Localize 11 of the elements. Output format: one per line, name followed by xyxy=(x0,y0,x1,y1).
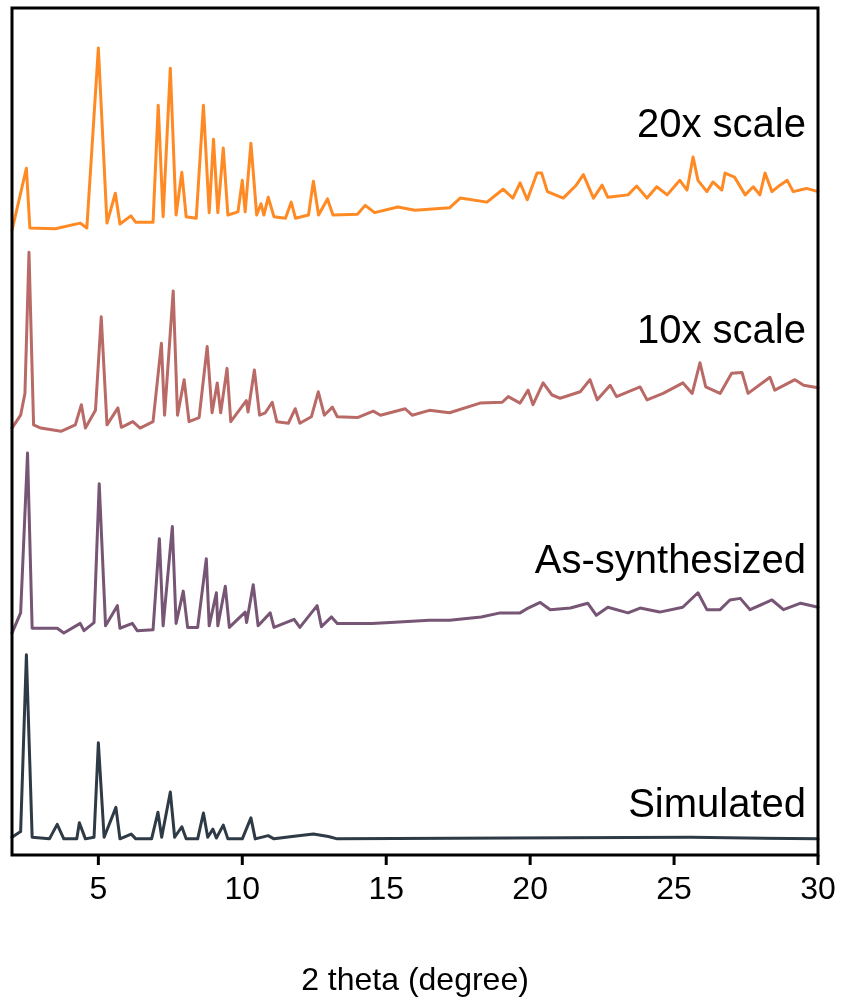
series-label: 20x scale xyxy=(637,100,806,145)
x-axis-title: 2 theta (degree) xyxy=(301,961,529,997)
x-tick-label: 5 xyxy=(89,870,108,906)
series-label: 10x scale xyxy=(637,306,806,351)
x-tick-label: 10 xyxy=(224,870,261,906)
x-tick-label: 25 xyxy=(656,870,692,906)
x-tick-label: 15 xyxy=(368,870,405,906)
series-label: As-synthesized xyxy=(534,536,806,581)
series-label: Simulated xyxy=(628,781,806,826)
x-tick-label: 20 xyxy=(512,870,548,906)
x-tick-label: 30 xyxy=(800,870,836,906)
